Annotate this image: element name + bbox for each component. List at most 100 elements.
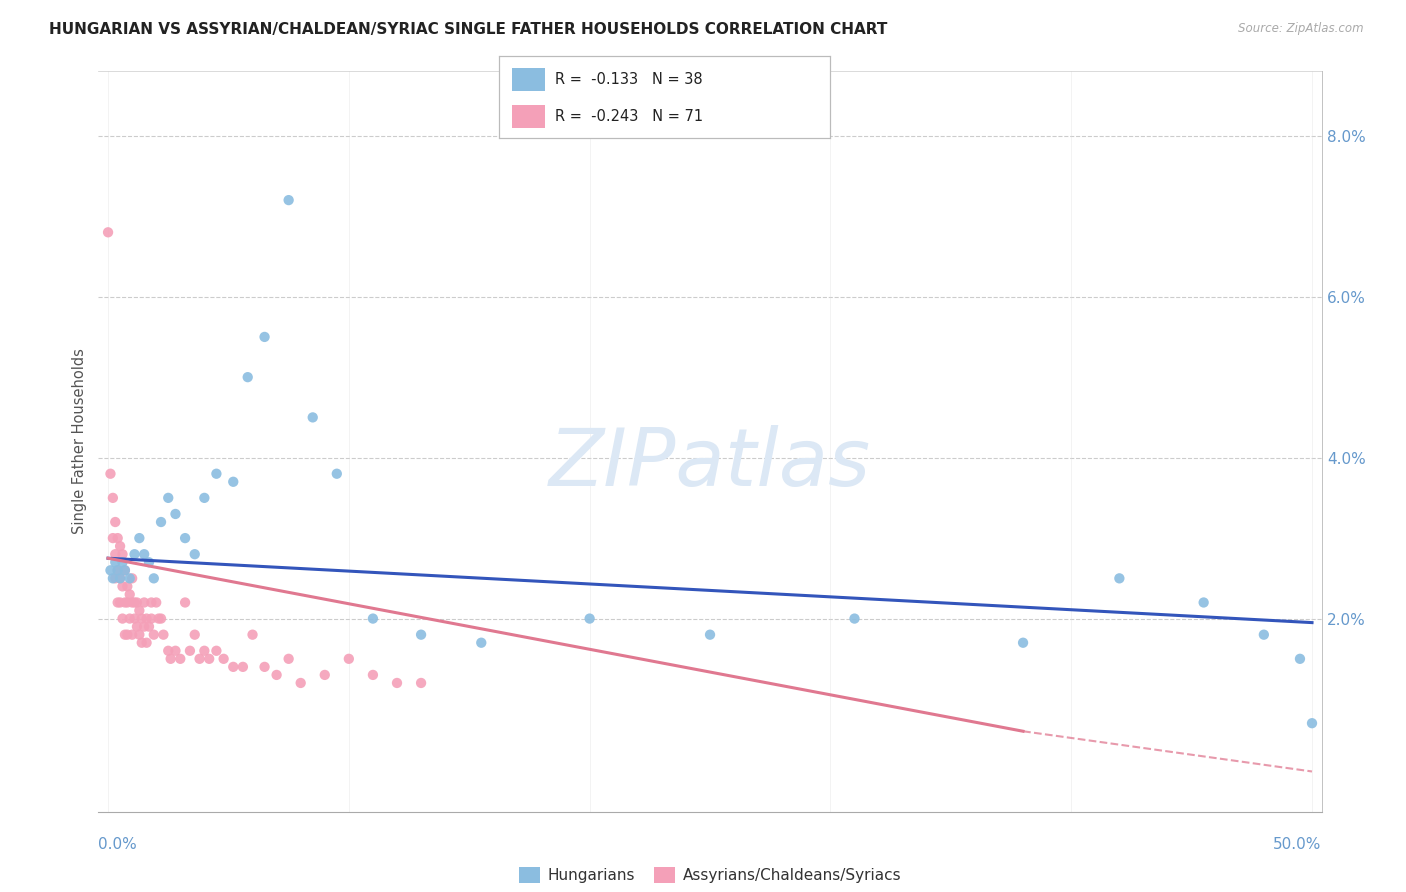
Point: [236, 370, 259, 384]
Point: [165, 644, 187, 658]
Point: [578, 611, 600, 625]
Point: [290, 676, 312, 690]
Point: [111, 547, 134, 561]
Point: [124, 611, 146, 625]
Point: [134, 619, 156, 633]
Text: R =  -0.133   N = 38: R = -0.133 N = 38: [555, 71, 703, 87]
Point: [277, 652, 299, 666]
Point: [198, 652, 221, 666]
Point: [242, 628, 264, 642]
Point: [385, 676, 408, 690]
Point: [409, 676, 432, 690]
Point: [277, 193, 299, 207]
Point: [121, 628, 143, 642]
Text: 0.0%: 0.0%: [98, 838, 138, 852]
Point: [128, 628, 150, 642]
Bar: [512, 105, 546, 128]
Point: [124, 547, 146, 561]
Point: [107, 563, 129, 577]
Point: [117, 579, 139, 593]
Point: [150, 515, 173, 529]
Point: [101, 571, 124, 585]
Point: [107, 531, 129, 545]
Point: [184, 628, 207, 642]
Point: [107, 563, 129, 577]
Point: [108, 595, 131, 609]
Point: [165, 507, 187, 521]
Point: [100, 467, 122, 481]
Point: [104, 555, 127, 569]
Point: [152, 628, 174, 642]
Point: [97, 225, 120, 239]
Point: [1108, 571, 1130, 585]
Point: [1192, 595, 1215, 609]
Bar: [512, 68, 546, 91]
Point: [125, 619, 148, 633]
Point: [326, 467, 349, 481]
Legend: Hungarians, Assyrians/Chaldeans/Syriacs: Hungarians, Assyrians/Chaldeans/Syriacs: [513, 861, 907, 889]
Point: [212, 652, 235, 666]
Point: [118, 587, 141, 601]
Point: [111, 555, 134, 569]
Point: [1253, 628, 1275, 642]
Point: [121, 571, 143, 585]
Point: [108, 539, 131, 553]
Point: [174, 595, 197, 609]
Point: [118, 611, 141, 625]
Point: [125, 595, 148, 609]
Point: [314, 668, 336, 682]
Point: [111, 611, 134, 625]
Point: [1289, 652, 1312, 666]
Point: [100, 563, 122, 577]
Point: [131, 636, 153, 650]
Point: [108, 571, 131, 585]
Point: [104, 571, 127, 585]
Point: [141, 595, 163, 609]
Point: [844, 611, 866, 625]
Point: [222, 660, 245, 674]
Point: [266, 668, 288, 682]
Point: [121, 595, 143, 609]
Point: [114, 563, 136, 577]
Point: [134, 595, 156, 609]
Point: [301, 410, 323, 425]
Point: [157, 644, 180, 658]
Text: Source: ZipAtlas.com: Source: ZipAtlas.com: [1239, 22, 1364, 36]
Point: [135, 636, 157, 650]
Point: [169, 652, 191, 666]
Text: 50.0%: 50.0%: [1274, 838, 1322, 852]
Point: [157, 491, 180, 505]
Point: [232, 660, 254, 674]
Point: [124, 595, 146, 609]
Point: [222, 475, 245, 489]
Point: [188, 652, 211, 666]
Point: [361, 611, 384, 625]
Point: [135, 611, 157, 625]
Point: [114, 563, 136, 577]
Point: [117, 628, 139, 642]
Point: [114, 595, 136, 609]
Point: [184, 547, 207, 561]
Text: ZIPatlas: ZIPatlas: [548, 425, 872, 503]
Point: [107, 595, 129, 609]
Point: [699, 628, 721, 642]
Point: [1301, 716, 1323, 731]
Point: [141, 611, 163, 625]
Text: HUNGARIAN VS ASSYRIAN/CHALDEAN/SYRIAC SINGLE FATHER HOUSEHOLDS CORRELATION CHART: HUNGARIAN VS ASSYRIAN/CHALDEAN/SYRIAC SI…: [49, 22, 887, 37]
Point: [253, 660, 276, 674]
Point: [205, 644, 228, 658]
Point: [148, 611, 170, 625]
Point: [253, 330, 276, 344]
Point: [337, 652, 360, 666]
Point: [193, 644, 215, 658]
Point: [150, 611, 173, 625]
Point: [142, 571, 165, 585]
Y-axis label: Single Father Households: Single Father Households: [72, 349, 87, 534]
Point: [138, 619, 160, 633]
Point: [361, 668, 384, 682]
Point: [108, 571, 131, 585]
Point: [1012, 636, 1035, 650]
Point: [128, 531, 150, 545]
Point: [142, 628, 165, 642]
Point: [104, 547, 127, 561]
